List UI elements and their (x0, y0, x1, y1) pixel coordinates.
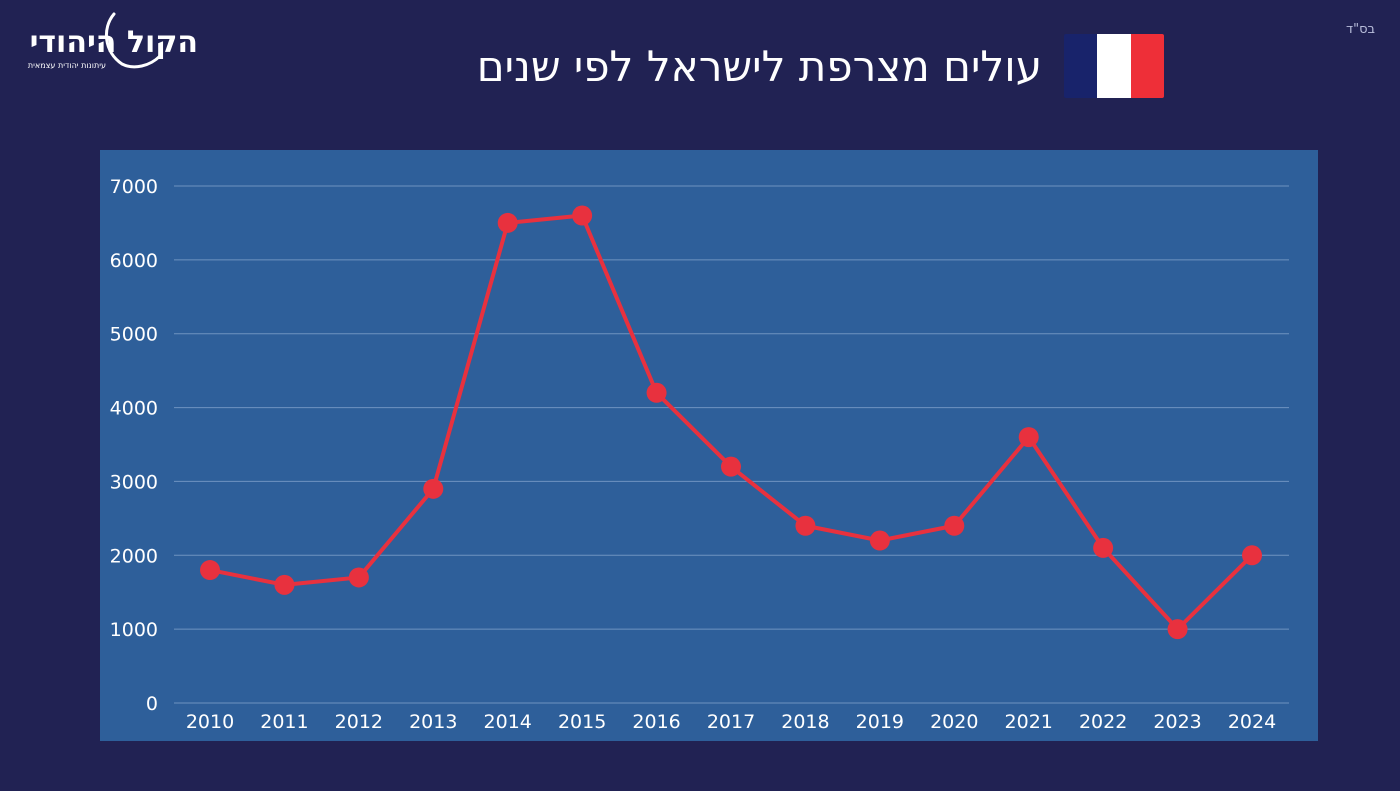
flag-stripe-blue (1064, 34, 1098, 98)
chart-title: עולים מצרפת לישראל לפי שנים (476, 42, 1042, 91)
data-point-2016 (646, 382, 667, 403)
logo-swoosh (104, 12, 162, 69)
y-tick-label: 5000 (110, 324, 158, 346)
data-point-2017 (721, 456, 741, 477)
x-tick-label: 2015 (558, 711, 606, 733)
corner-mark: בס"ד (1346, 22, 1376, 37)
y-tick-label: 7000 (110, 176, 158, 198)
y-tick-label: 2000 (110, 545, 158, 567)
x-tick-label: 2020 (930, 711, 978, 733)
x-tick-label: 2019 (856, 711, 904, 733)
data-point-2010 (200, 560, 220, 581)
flag-stripe-red (1130, 34, 1164, 98)
x-tick-label: 2024 (1228, 711, 1276, 733)
flag-stripe-white (1097, 34, 1131, 98)
series-line (208, 213, 1254, 632)
x-tick-label: 2010 (186, 711, 234, 733)
data-point-2011 (274, 574, 295, 595)
x-tick-label: 2014 (484, 711, 532, 733)
grid-lines (174, 185, 1289, 704)
data-point-2022 (1093, 537, 1114, 558)
chart-panel: 0 1000 2000 3000 4000 5000 6000 7000 2010 2011 20… (100, 150, 1318, 741)
x-tick-label: 2013 (409, 711, 457, 733)
y-tick-label: 1000 (110, 619, 158, 641)
data-point-2021 (1018, 427, 1039, 448)
data-point-2020 (944, 515, 965, 536)
y-axis-ticks: 0 1000 2000 3000 4000 5000 6000 7000 (110, 176, 158, 715)
data-point-2023 (1167, 619, 1188, 640)
data-point-2018 (795, 515, 816, 536)
logo-tagline: עיתונות יהודית עצמאית (28, 61, 106, 70)
x-axis-ticks: 2010 2011 2012 2013 2014 2015 2016 2017 2018 2019… (186, 711, 1276, 733)
data-point-2019 (869, 530, 890, 551)
x-tick-label: 2017 (707, 711, 755, 733)
y-tick-label: 4000 (110, 398, 158, 420)
data-point-2013 (423, 478, 444, 499)
y-tick-label: 0 (146, 693, 158, 715)
data-point-2024 (1242, 545, 1262, 566)
logo-name: הקול היהודי (30, 25, 198, 60)
x-tick-label: 2022 (1079, 711, 1127, 733)
x-tick-label: 2016 (632, 711, 680, 733)
y-tick-label: 6000 (110, 250, 158, 272)
data-point-2012 (348, 567, 369, 588)
y-tick-label: 3000 (110, 471, 158, 493)
series (200, 205, 1262, 640)
data-point-2014 (497, 212, 518, 233)
x-tick-label: 2018 (781, 711, 829, 733)
data-point-2015 (572, 205, 593, 226)
x-tick-label: 2011 (260, 711, 308, 733)
logo: הקול היהודי עיתונות יהודית עצמאית (28, 12, 198, 70)
x-tick-label: 2012 (335, 711, 383, 733)
x-tick-label: 2023 (1153, 711, 1201, 733)
france-flag-icon (1064, 34, 1164, 98)
x-tick-label: 2021 (1005, 711, 1053, 733)
